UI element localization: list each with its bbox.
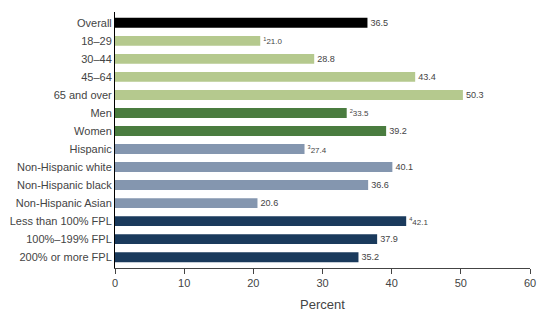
svg-text:Non-Hispanic white: Non-Hispanic white: [17, 161, 112, 173]
svg-text:Less than 100% FPL: Less than 100% FPL: [10, 215, 112, 227]
svg-text:Non-Hispanic black: Non-Hispanic black: [17, 179, 112, 191]
svg-text:​3​27.4: ​3​27.4: [308, 144, 327, 154]
svg-text:​4​42.1: ​4​42.1: [409, 216, 428, 226]
svg-text:Percent: Percent: [300, 297, 345, 312]
svg-text:Hispanic: Hispanic: [70, 143, 113, 155]
svg-text:30–44: 30–44: [81, 53, 112, 65]
svg-text:10: 10: [178, 277, 190, 289]
svg-text:​2​33.5: ​2​33.5: [350, 108, 369, 118]
svg-text:28.8: 28.8: [317, 54, 335, 64]
svg-text:100%–199% FPL: 100%–199% FPL: [26, 233, 112, 245]
svg-text:30: 30: [316, 277, 328, 289]
svg-text:35.2: 35.2: [361, 252, 379, 262]
svg-text:36.6: 36.6: [371, 180, 389, 190]
svg-text:36.5: 36.5: [370, 18, 388, 28]
svg-text:50.3: 50.3: [466, 90, 484, 100]
svg-text:Overall: Overall: [77, 17, 112, 29]
svg-text:37.9: 37.9: [380, 234, 398, 244]
svg-text:60: 60: [524, 277, 536, 289]
svg-text:Women: Women: [74, 125, 112, 137]
svg-text:39.2: 39.2: [389, 126, 407, 136]
svg-text:Men: Men: [90, 107, 111, 119]
svg-text:40.1: 40.1: [395, 162, 413, 172]
svg-text:Non-Hispanic Asian: Non-Hispanic Asian: [16, 197, 112, 209]
svg-text:0: 0: [112, 277, 118, 289]
svg-text:65 and over: 65 and over: [54, 89, 112, 101]
svg-text:​1​21.0: ​1​21.0: [263, 36, 282, 46]
svg-text:18–29: 18–29: [81, 35, 112, 47]
svg-text:43.4: 43.4: [418, 72, 436, 82]
svg-text:45–64: 45–64: [81, 71, 112, 83]
svg-text:20: 20: [247, 277, 259, 289]
svg-text:50: 50: [455, 277, 467, 289]
svg-text:40: 40: [386, 277, 398, 289]
svg-text:200% or more FPL: 200% or more FPL: [19, 251, 111, 263]
svg-text:20.6: 20.6: [260, 198, 278, 208]
